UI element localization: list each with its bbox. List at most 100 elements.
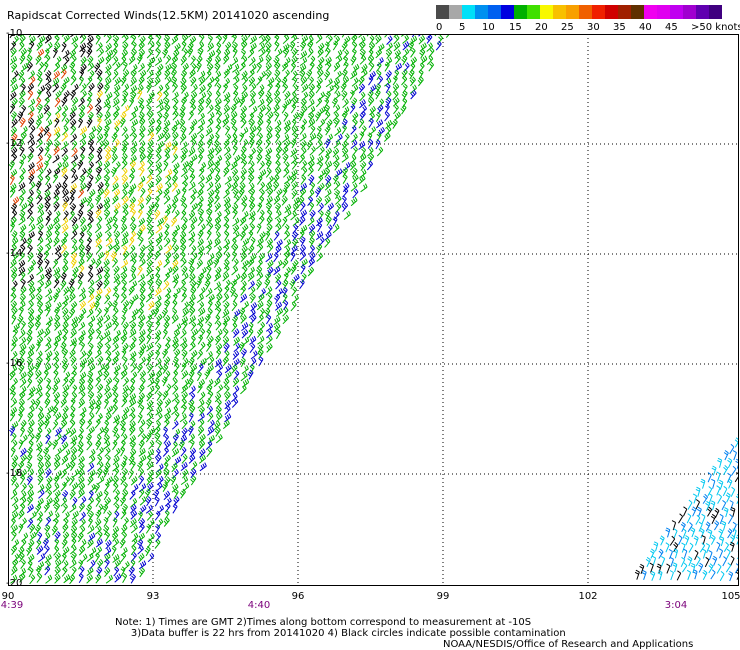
wind-barb (37, 61, 45, 72)
wind-barb (385, 97, 392, 108)
wind-barb (45, 320, 52, 331)
wind-barb (240, 146, 247, 156)
wind-barb (63, 314, 70, 324)
wind-barb (161, 482, 168, 492)
wind-barb (264, 271, 272, 282)
wind-barb (299, 63, 307, 73)
wind-barb (9, 411, 16, 422)
wind-barb (189, 439, 195, 450)
wind-barb (196, 125, 204, 135)
wind-barb (283, 111, 289, 122)
wind-barb (138, 553, 145, 563)
wind-barb (189, 273, 196, 283)
wind-barb (28, 76, 36, 86)
wind-barb (138, 439, 145, 450)
wind-barb (180, 209, 187, 220)
wind-barb (37, 146, 44, 157)
wind-barb (140, 187, 146, 198)
wind-barb (190, 91, 198, 101)
wind-barb (138, 392, 145, 403)
wind-barb (233, 273, 241, 283)
wind-barb (70, 68, 77, 79)
wind-barb (78, 321, 86, 331)
wind-barb (43, 502, 50, 513)
wind-barb (327, 202, 335, 212)
wind-barb (96, 243, 103, 254)
wind-barb (307, 266, 315, 277)
wind-barb (645, 556, 651, 568)
wind-barb (52, 496, 60, 507)
wind-barb (273, 181, 280, 192)
wind-barb (351, 34, 358, 44)
wind-barb (148, 439, 155, 450)
wind-barb (264, 307, 271, 318)
wind-barb (369, 62, 375, 73)
wind-barb (79, 216, 86, 227)
wind-barb (173, 287, 181, 297)
wind-barb (180, 152, 187, 163)
wind-barb (37, 454, 44, 465)
wind-barb (216, 83, 222, 94)
wind-barb (163, 188, 170, 198)
wind-barb (79, 126, 88, 136)
wind-barb (247, 182, 255, 193)
wind-barb (105, 377, 113, 387)
wind-barb (95, 370, 103, 380)
wind-barb (281, 62, 289, 72)
wind-barb (137, 427, 144, 438)
wind-barb (367, 89, 374, 100)
wind-barb (61, 455, 69, 465)
wind-barb (54, 244, 62, 255)
wind-barb (299, 57, 308, 67)
wind-barb (129, 448, 137, 459)
wind-barb (61, 300, 68, 310)
wind-barb (20, 482, 27, 493)
wind-barb (206, 90, 213, 101)
wind-barb (410, 89, 417, 100)
wind-barb (138, 251, 145, 262)
wind-barb (60, 82, 67, 93)
wind-barb (232, 126, 238, 137)
wind-barb (198, 433, 206, 443)
wind-barb (258, 48, 266, 58)
wind-barb (198, 307, 206, 317)
wind-barb (242, 238, 250, 247)
wind-barb (189, 392, 196, 403)
wind-barb (26, 545, 33, 556)
wind-barb (105, 91, 113, 101)
wind-barb (224, 413, 232, 423)
wind-barb (79, 196, 88, 206)
wind-barb (52, 292, 59, 303)
wind-barb (301, 35, 309, 44)
wind-barb (205, 70, 212, 80)
wind-barb (69, 195, 75, 206)
wind-barb (204, 279, 211, 290)
wind-barb (275, 217, 282, 227)
wind-barb (291, 118, 297, 129)
wind-barb (79, 69, 85, 80)
wind-barb (275, 145, 283, 156)
wind-barb (27, 252, 34, 263)
wind-barb (190, 154, 198, 164)
wind-barb (19, 146, 25, 157)
wind-barb (53, 70, 61, 80)
wind-barb (281, 286, 288, 297)
wind-barb (61, 111, 67, 122)
wind-barb (435, 40, 442, 51)
wind-barb (723, 450, 729, 461)
wind-barb (240, 272, 248, 283)
wind-barb (12, 35, 19, 45)
wind-barb (87, 462, 95, 472)
lat-label: -10 (6, 28, 23, 39)
wind-barb (426, 34, 433, 44)
wind-barb (52, 512, 60, 522)
wind-barb (335, 133, 343, 143)
wind-barb (290, 91, 297, 102)
wind-barb (248, 244, 255, 255)
wind-barb (385, 42, 393, 52)
wind-barb (112, 356, 119, 366)
wind-barb (318, 182, 325, 193)
wind-barb (96, 117, 102, 128)
wind-barb (367, 153, 375, 163)
wind-barb (28, 539, 35, 550)
